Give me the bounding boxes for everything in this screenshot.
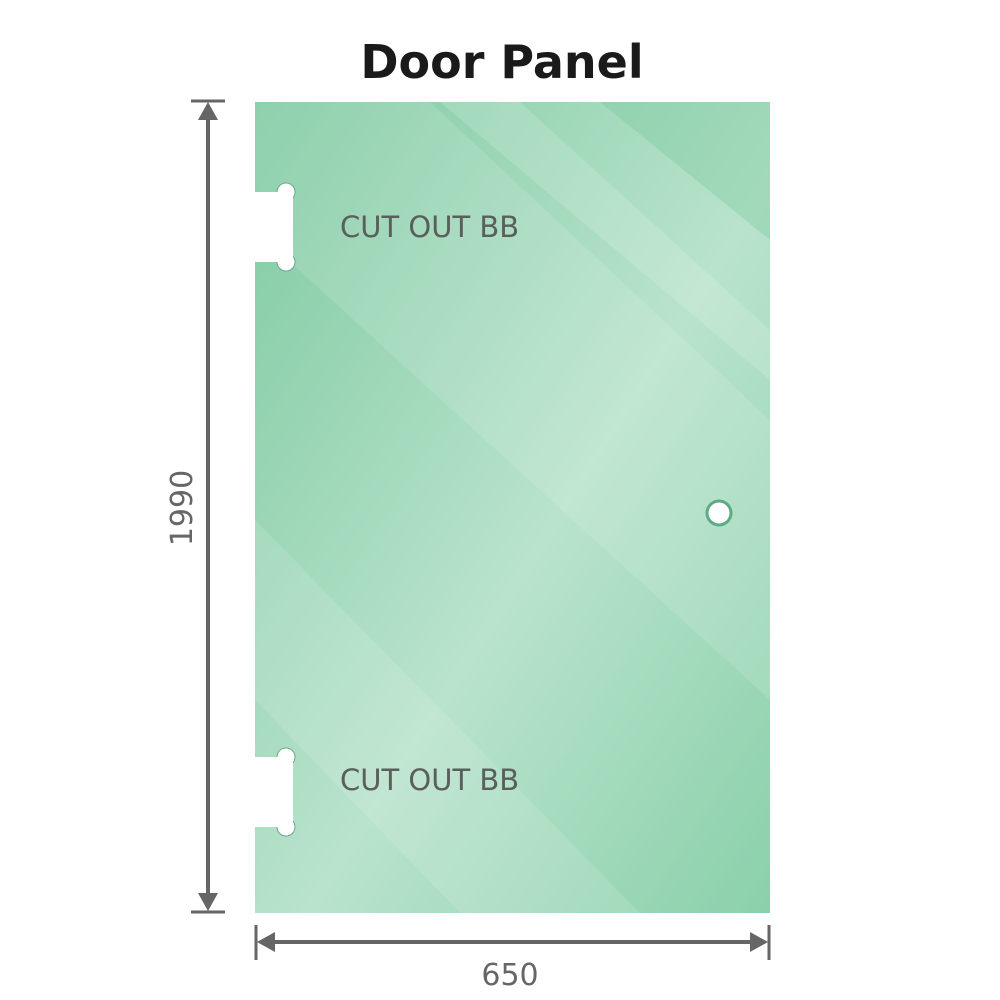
cutout-label-top: CUT OUT BB: [340, 210, 519, 244]
cutout-top: [253, 182, 296, 272]
glass-panel: [255, 102, 770, 913]
handle-hole: [705, 499, 733, 527]
cutout-label-bottom: CUT OUT BB: [340, 763, 519, 797]
cutout-bottom: [253, 747, 296, 837]
width-dimension-line: [254, 925, 771, 960]
height-label: 1990: [165, 470, 200, 546]
height-dimension-line: [191, 99, 225, 914]
title: Door Panel: [360, 35, 643, 89]
width-label: 650: [481, 958, 538, 993]
